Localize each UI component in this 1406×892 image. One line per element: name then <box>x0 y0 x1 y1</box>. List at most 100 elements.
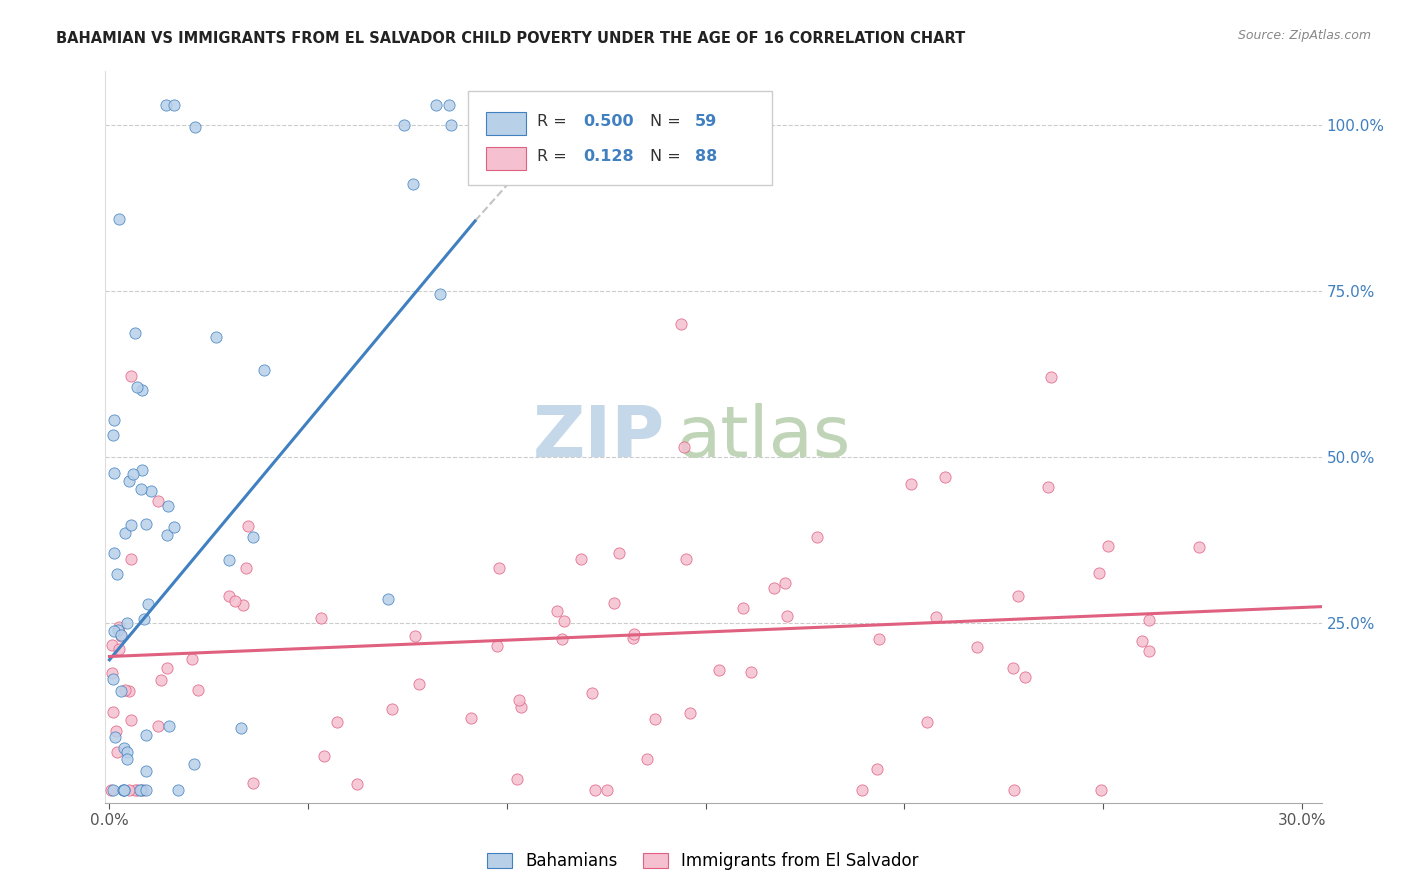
Point <box>135 782 157 797</box>
Point <box>104 723 127 738</box>
Point <box>132 782 155 797</box>
Point <box>129 782 152 797</box>
Point <box>149 673 172 687</box>
Point <box>553 614 575 628</box>
Point <box>135 728 157 742</box>
Point <box>488 561 510 575</box>
Point <box>596 782 619 797</box>
Point <box>114 526 136 541</box>
Point <box>731 601 754 615</box>
Point <box>100 638 122 652</box>
Point <box>224 594 246 608</box>
Point <box>129 483 152 497</box>
Point <box>966 640 988 655</box>
Point <box>134 612 156 626</box>
Point <box>117 746 139 760</box>
Text: ZIP: ZIP <box>533 402 665 472</box>
Point <box>1137 613 1160 627</box>
Point <box>326 714 349 729</box>
Point <box>607 545 630 559</box>
Point <box>122 467 145 481</box>
Point <box>679 706 702 721</box>
Point <box>1007 589 1029 603</box>
Point <box>401 177 423 191</box>
Text: R =: R = <box>537 114 572 129</box>
Point <box>636 752 658 766</box>
Point <box>101 782 124 797</box>
Point <box>1137 644 1160 658</box>
Text: N =: N = <box>651 150 686 164</box>
Point <box>121 517 143 532</box>
Point <box>131 383 153 397</box>
Point <box>101 665 124 680</box>
Point <box>236 519 259 533</box>
Point <box>112 782 135 797</box>
Point <box>312 748 335 763</box>
Point <box>101 672 124 686</box>
Point <box>204 330 226 344</box>
Point <box>934 470 956 484</box>
Point <box>108 642 131 657</box>
Point <box>1087 566 1109 580</box>
Point <box>103 546 125 560</box>
Point <box>148 494 170 508</box>
Point <box>118 683 141 698</box>
Point <box>709 663 731 677</box>
Point <box>392 118 415 132</box>
Point <box>118 782 141 797</box>
Point <box>1002 782 1025 797</box>
Point <box>183 120 205 134</box>
Point <box>183 756 205 771</box>
Text: 0.128: 0.128 <box>583 150 634 164</box>
Point <box>1038 479 1060 493</box>
Text: R =: R = <box>537 150 578 164</box>
Point <box>776 609 799 624</box>
Point <box>1002 661 1025 675</box>
Point <box>740 665 762 679</box>
Point <box>900 476 922 491</box>
Point <box>105 566 128 581</box>
Point <box>103 413 125 427</box>
Point <box>924 610 946 624</box>
Point <box>187 682 209 697</box>
Point <box>644 712 666 726</box>
Text: 59: 59 <box>696 114 717 129</box>
Point <box>231 721 253 735</box>
Point <box>675 552 697 566</box>
Point <box>114 782 136 797</box>
Point <box>118 474 141 488</box>
Point <box>110 629 132 643</box>
Point <box>107 620 129 634</box>
Point <box>583 782 606 797</box>
Point <box>163 97 186 112</box>
Point <box>851 782 873 797</box>
Point <box>120 552 142 566</box>
Point <box>141 483 163 498</box>
FancyBboxPatch shape <box>468 91 772 185</box>
Point <box>103 730 125 744</box>
Point <box>129 782 152 797</box>
Point <box>110 628 132 642</box>
Point <box>440 118 463 132</box>
Point <box>621 631 644 645</box>
Point <box>103 428 125 442</box>
Point <box>242 530 264 544</box>
Point <box>157 499 180 513</box>
Point <box>1188 541 1211 555</box>
Point <box>120 369 142 384</box>
Point <box>460 711 482 725</box>
Point <box>107 745 129 759</box>
Point <box>763 581 786 595</box>
Point <box>124 326 146 340</box>
Point <box>103 624 125 638</box>
Point <box>110 683 132 698</box>
Point <box>112 740 135 755</box>
Point <box>167 782 190 797</box>
Point <box>235 561 257 575</box>
Point <box>1014 669 1036 683</box>
Point <box>866 762 889 776</box>
Point <box>508 692 530 706</box>
Point <box>107 623 129 637</box>
Point <box>125 380 148 394</box>
Point <box>404 629 426 643</box>
